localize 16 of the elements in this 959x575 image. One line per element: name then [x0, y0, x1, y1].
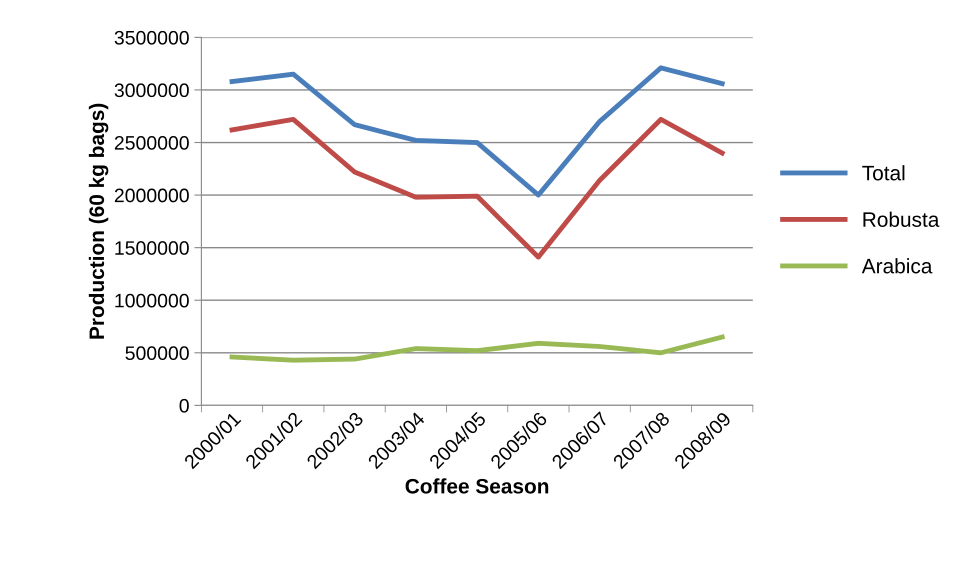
y-tick-label: 0 [180, 398, 189, 413]
line-series [230, 334, 725, 363]
legend-label: Arabica [862, 258, 932, 274]
y-tick-label: 3000000 [114, 83, 189, 98]
line-series [230, 65, 725, 198]
y-tick-label: 2500000 [114, 136, 189, 150]
y-tick-label: 2000000 [114, 188, 189, 202]
y-axis-title: Production (60 kg bags) [88, 104, 108, 339]
line-series [230, 116, 725, 260]
legend-label: Robusta [863, 212, 940, 227]
y-tick-label: 3500000 [114, 30, 189, 45]
legend-label: Total [862, 165, 904, 180]
y-tick-label: 1500000 [115, 241, 189, 255]
y-tick-label: 500000 [125, 346, 189, 360]
x-axis-title: Coffee Season [406, 478, 548, 494]
y-tick-label: 1000000 [115, 294, 189, 308]
